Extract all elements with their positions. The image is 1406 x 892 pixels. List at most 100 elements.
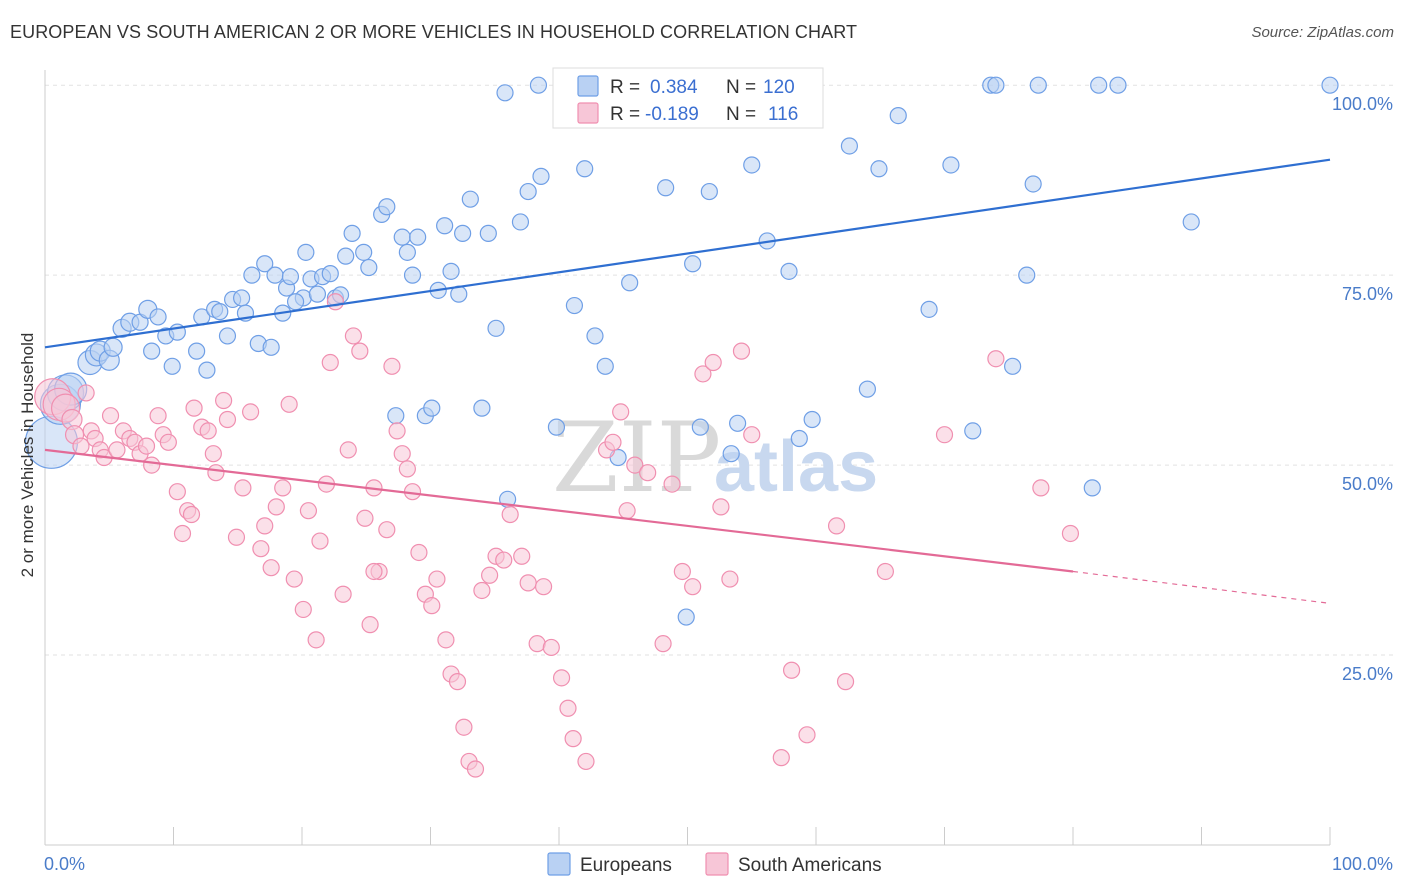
point-south-americans bbox=[694, 365, 712, 383]
point-europeans bbox=[1083, 479, 1101, 497]
point-south-americans bbox=[836, 673, 855, 691]
point-south-americans bbox=[199, 422, 217, 440]
trend-line-south-americans bbox=[44, 448, 1074, 573]
point-europeans bbox=[321, 265, 339, 283]
point-europeans bbox=[461, 190, 479, 208]
legend-swatch-europeans bbox=[547, 852, 571, 876]
trend-line-south-americans-extension bbox=[1072, 570, 1331, 604]
point-europeans bbox=[677, 608, 695, 626]
point-europeans bbox=[1182, 213, 1200, 231]
point-south-americans bbox=[182, 505, 201, 524]
point-europeans bbox=[889, 106, 907, 125]
point-south-americans bbox=[252, 540, 270, 558]
point-south-americans bbox=[307, 631, 325, 649]
point-europeans bbox=[442, 262, 460, 280]
point-south-americans bbox=[294, 600, 312, 619]
point-europeans bbox=[529, 76, 548, 94]
point-south-americans bbox=[267, 498, 285, 516]
point-south-americans bbox=[321, 353, 339, 372]
point-south-americans bbox=[743, 426, 761, 444]
point-europeans bbox=[233, 289, 251, 307]
point-europeans bbox=[360, 258, 378, 277]
point-europeans bbox=[473, 399, 491, 417]
point-europeans bbox=[188, 342, 206, 360]
point-south-americans bbox=[204, 445, 222, 463]
point-south-americans bbox=[448, 673, 467, 691]
point-europeans bbox=[684, 255, 702, 273]
point-south-americans bbox=[378, 521, 396, 539]
y-tick-label: 50.0% bbox=[1342, 474, 1393, 494]
point-europeans bbox=[1109, 76, 1127, 94]
point-europeans bbox=[343, 224, 361, 242]
point-europeans bbox=[143, 342, 161, 360]
point-europeans bbox=[1029, 76, 1047, 94]
point-south-americans bbox=[351, 342, 369, 360]
y-axis-label: 2 or more Vehicles in Household bbox=[18, 333, 37, 578]
point-europeans bbox=[596, 357, 614, 375]
point-south-americans bbox=[185, 399, 203, 417]
point-south-americans bbox=[684, 578, 702, 596]
point-europeans bbox=[691, 418, 709, 436]
point-south-americans bbox=[256, 517, 274, 535]
point-europeans bbox=[163, 357, 181, 375]
point-europeans bbox=[840, 137, 859, 155]
point-south-americans bbox=[234, 479, 252, 497]
point-south-americans bbox=[101, 407, 120, 425]
point-south-americans bbox=[344, 327, 362, 345]
point-south-americans bbox=[299, 502, 318, 520]
point-south-americans bbox=[732, 342, 751, 360]
point-south-americans bbox=[262, 559, 280, 577]
point-south-americans bbox=[423, 597, 441, 615]
point-south-americans bbox=[428, 570, 446, 588]
point-south-americans bbox=[827, 517, 846, 535]
point-europeans bbox=[297, 243, 315, 261]
point-south-americans bbox=[577, 752, 595, 771]
point-europeans bbox=[1321, 76, 1339, 94]
point-europeans bbox=[479, 224, 497, 242]
point-south-americans bbox=[639, 464, 657, 482]
point-europeans bbox=[1018, 266, 1036, 284]
point-south-americans bbox=[108, 441, 126, 459]
point-south-americans bbox=[149, 407, 167, 425]
point-europeans bbox=[547, 418, 566, 436]
stats-n-label-1: N = bbox=[726, 77, 756, 98]
point-europeans bbox=[393, 228, 411, 246]
y-tick-label: 25.0% bbox=[1342, 664, 1393, 684]
point-south-americans bbox=[626, 456, 644, 474]
point-europeans bbox=[576, 160, 594, 178]
point-south-americans bbox=[534, 578, 553, 596]
point-south-americans bbox=[798, 726, 816, 744]
stats-n-value-1: 120 bbox=[763, 77, 795, 98]
point-south-americans bbox=[604, 433, 622, 451]
legend-swatch-south-americans bbox=[705, 852, 729, 876]
point-south-americans bbox=[218, 410, 237, 429]
point-europeans bbox=[621, 274, 639, 292]
point-south-americans bbox=[618, 502, 636, 520]
point-europeans bbox=[262, 338, 280, 356]
point-europeans bbox=[780, 262, 798, 280]
point-south-americans bbox=[473, 581, 491, 600]
point-europeans bbox=[308, 285, 327, 303]
point-europeans bbox=[803, 410, 821, 429]
point-europeans bbox=[722, 445, 740, 463]
point-europeans bbox=[1024, 175, 1042, 193]
point-south-americans bbox=[495, 551, 513, 569]
point-south-americans bbox=[542, 638, 560, 657]
point-europeans bbox=[436, 217, 454, 235]
point-europeans bbox=[870, 160, 888, 178]
point-south-americans bbox=[564, 730, 582, 748]
point-europeans bbox=[496, 84, 514, 102]
trend-line-europeans bbox=[44, 158, 1331, 349]
point-south-americans bbox=[207, 464, 225, 482]
point-south-americans bbox=[173, 524, 192, 543]
point-south-americans bbox=[455, 718, 473, 736]
stats-n-label-2: N = bbox=[726, 104, 756, 125]
point-europeans bbox=[355, 243, 373, 261]
point-south-americans bbox=[365, 562, 383, 581]
point-europeans bbox=[858, 380, 877, 398]
stats-n-value-2: 116 bbox=[768, 104, 798, 125]
point-south-americans bbox=[654, 635, 672, 653]
point-south-americans bbox=[398, 460, 416, 478]
point-south-americans bbox=[935, 426, 954, 444]
